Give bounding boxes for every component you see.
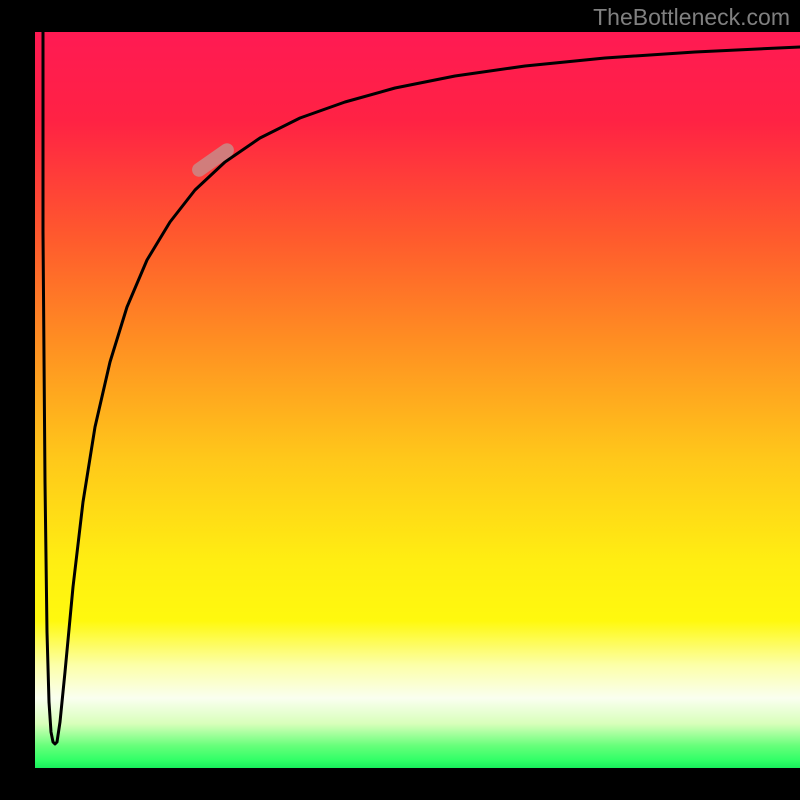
watermark-label: TheBottleneck.com bbox=[593, 4, 790, 31]
curve-path bbox=[43, 32, 800, 744]
curve-layer bbox=[35, 32, 800, 768]
chart-container: TheBottleneck.com bbox=[0, 0, 800, 800]
plot-area bbox=[35, 32, 800, 768]
